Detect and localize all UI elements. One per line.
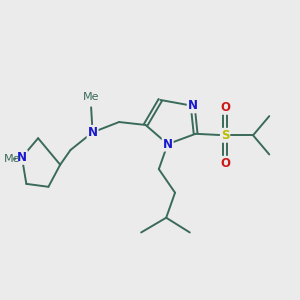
Text: N: N <box>188 99 198 112</box>
Text: N: N <box>88 126 98 139</box>
Text: O: O <box>220 101 230 114</box>
Text: N: N <box>163 138 173 151</box>
Text: O: O <box>220 157 230 170</box>
Text: N: N <box>17 151 27 164</box>
Text: Me: Me <box>4 154 21 164</box>
Text: Me: Me <box>83 92 99 102</box>
Text: S: S <box>221 129 229 142</box>
